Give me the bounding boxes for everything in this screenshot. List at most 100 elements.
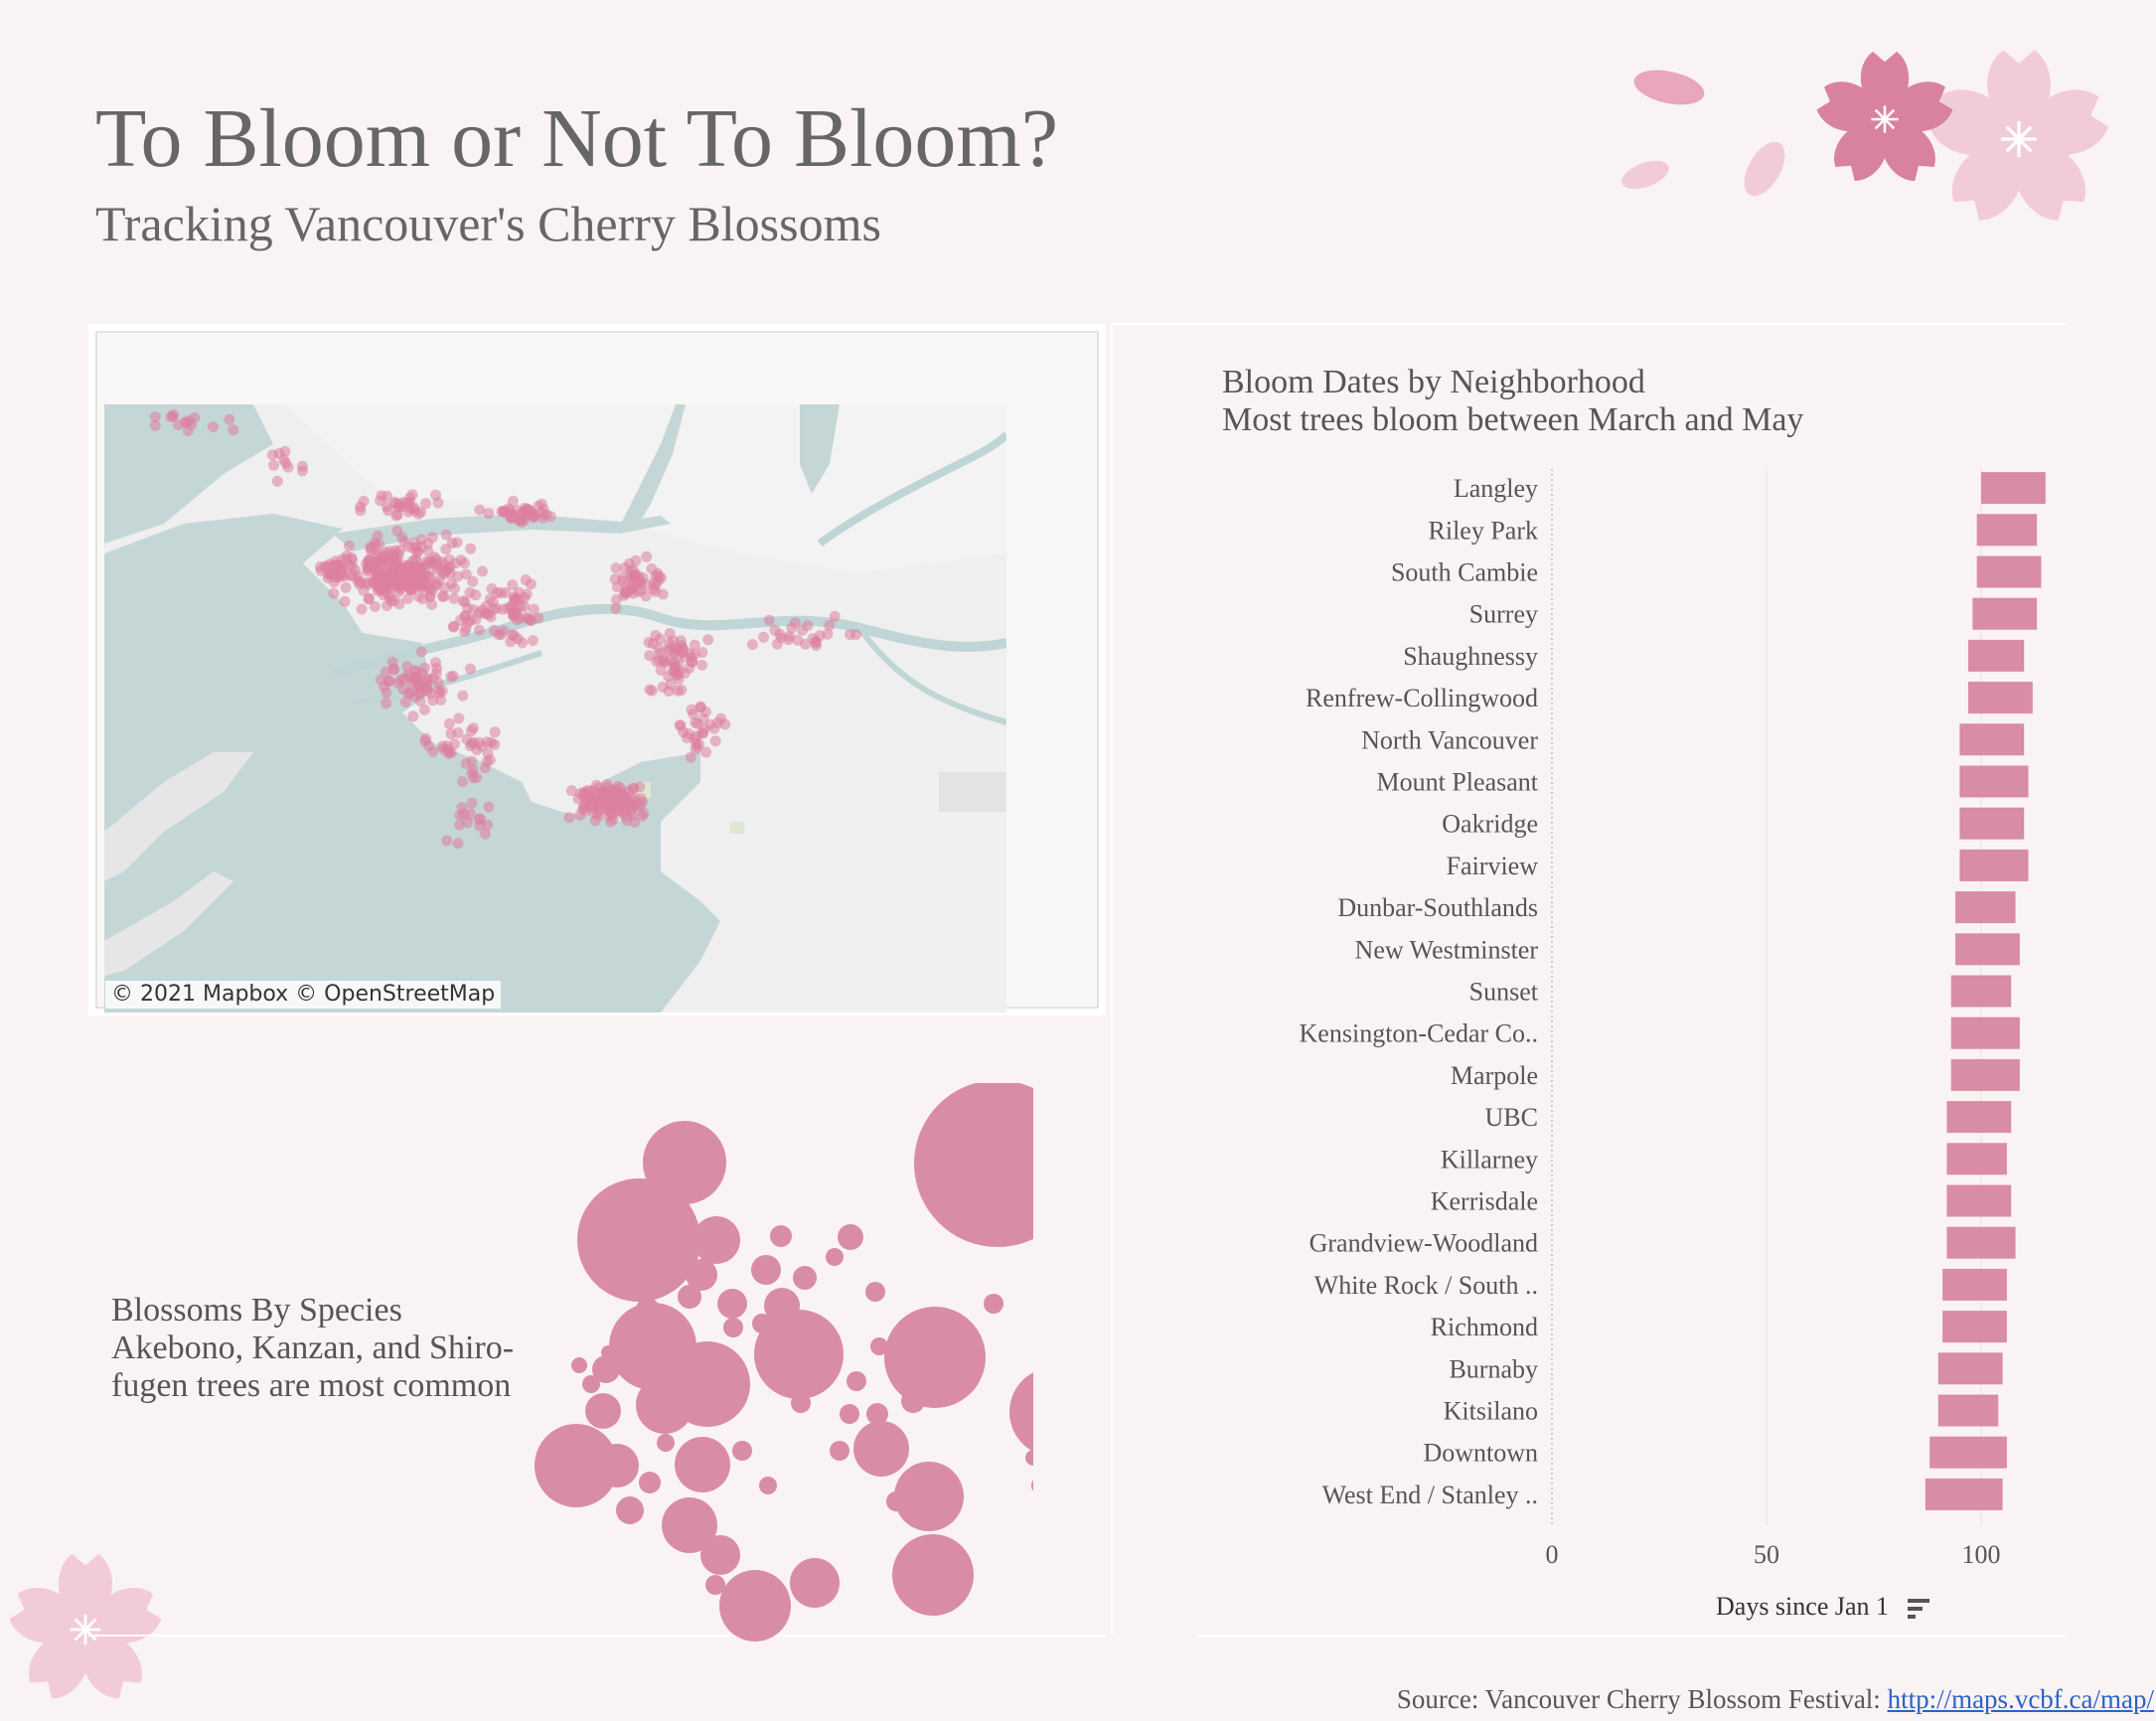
bar[interactable]	[1942, 1268, 2007, 1301]
bar[interactable]	[1959, 849, 2029, 881]
species-bubble[interactable]	[719, 1570, 791, 1642]
tree-point	[669, 648, 681, 660]
bar[interactable]	[1955, 933, 2020, 966]
species-bubble[interactable]	[870, 1337, 888, 1355]
bar[interactable]	[1946, 1226, 2016, 1259]
species-bubble[interactable]	[678, 1285, 701, 1309]
tree-point	[440, 529, 452, 541]
bar[interactable]	[1937, 1394, 1999, 1427]
bar[interactable]	[1959, 807, 2025, 840]
tree-point	[420, 555, 432, 567]
tree-point	[686, 651, 697, 663]
species-bubble[interactable]	[643, 1121, 726, 1204]
species-bubble[interactable]	[616, 1496, 644, 1524]
species-bubble[interactable]	[892, 1534, 974, 1616]
species-bubble[interactable]	[582, 1375, 600, 1393]
tree-point	[355, 576, 367, 588]
species-bubble[interactable]	[888, 1341, 912, 1365]
species-bubble[interactable]	[866, 1403, 888, 1425]
species-bubble[interactable]	[1009, 1367, 1033, 1457]
tree-point	[149, 411, 161, 422]
tree-point	[483, 801, 495, 813]
species-bubble[interactable]	[657, 1434, 675, 1452]
source-link[interactable]: http://maps.vcbf.ca/map/	[1887, 1684, 2154, 1714]
species-bubble[interactable]	[826, 1248, 844, 1266]
bar[interactable]	[1959, 723, 2025, 756]
species-bubble[interactable]	[865, 1282, 885, 1302]
species-bubble[interactable]	[1025, 1450, 1033, 1466]
species-bubble[interactable]	[592, 1355, 620, 1383]
tree-point	[758, 631, 769, 643]
species-bubble[interactable]	[636, 1298, 660, 1322]
species-bubble[interactable]	[853, 1421, 909, 1477]
species-bubble[interactable]	[609, 1303, 696, 1390]
species-bubble[interactable]	[751, 1255, 781, 1285]
vancouver-map[interactable]	[104, 404, 1006, 1013]
bar[interactable]	[1968, 639, 2025, 672]
species-bubble[interactable]	[693, 1216, 740, 1264]
tree-point	[486, 737, 498, 748]
species-bubble[interactable]	[700, 1535, 740, 1575]
species-bubble[interactable]	[571, 1357, 587, 1373]
species-bubble[interactable]	[717, 1289, 747, 1319]
species-bubble[interactable]	[759, 1477, 777, 1494]
bar[interactable]	[1946, 1143, 2007, 1175]
bar[interactable]	[1925, 1478, 2003, 1510]
bar[interactable]	[1950, 975, 2012, 1008]
map-panel[interactable]: © 2021 Mapbox © OpenStreetMap	[88, 324, 1106, 1016]
species-bubble[interactable]	[830, 1441, 849, 1461]
species-bubble[interactable]	[791, 1393, 811, 1413]
bar[interactable]	[1976, 514, 2038, 547]
map-attribution[interactable]: © 2021 Mapbox © OpenStreetMap	[105, 981, 502, 1009]
species-bubble[interactable]	[984, 1294, 1003, 1314]
bar[interactable]	[1950, 1058, 2020, 1091]
species-bubble-chart[interactable]: KanzanAkebono	[517, 1083, 1033, 1649]
species-bubble[interactable]	[886, 1491, 906, 1511]
species-bubble[interactable]	[732, 1441, 752, 1461]
species-bubble[interactable]	[585, 1393, 621, 1429]
species-bubble[interactable]	[686, 1259, 717, 1291]
species-bubble[interactable]	[894, 1462, 964, 1531]
bar[interactable]	[1946, 1184, 2012, 1217]
species-bubble[interactable]	[770, 1225, 792, 1247]
species-bubble[interactable]	[601, 1345, 615, 1359]
bloom-dates-chart[interactable]: Langley Riley Park South Cambie Surrey Shaug…	[1222, 467, 2057, 1590]
species-bubble[interactable]	[790, 1558, 840, 1608]
species-bubble[interactable]	[793, 1266, 817, 1290]
bar[interactable]	[1955, 891, 2016, 924]
species-bubble[interactable]	[636, 1376, 693, 1434]
species-bubble[interactable]	[662, 1497, 717, 1553]
species-bubble[interactable]	[914, 1083, 1033, 1247]
species-bubble[interactable]	[1031, 1477, 1033, 1494]
bar[interactable]	[1946, 1101, 2012, 1134]
bar[interactable]	[1959, 765, 2029, 798]
species-bubble[interactable]	[764, 1288, 800, 1324]
bar[interactable]	[1968, 682, 2033, 714]
species-bubble[interactable]	[884, 1307, 986, 1408]
bar[interactable]	[1981, 472, 2046, 505]
bar[interactable]	[1937, 1352, 2003, 1385]
map-viewport[interactable]: © 2021 Mapbox © OpenStreetMap	[95, 331, 1099, 1013]
species-bubble[interactable]	[577, 1178, 700, 1302]
tree-point	[482, 819, 494, 831]
bar[interactable]	[1976, 555, 2042, 588]
bar[interactable]	[1929, 1436, 2007, 1469]
species-bubble[interactable]	[847, 1371, 866, 1391]
species-bubble[interactable]	[754, 1310, 844, 1399]
sort-icon[interactable]	[1906, 1596, 1931, 1622]
species-bubble[interactable]	[705, 1575, 725, 1595]
species-bubble[interactable]	[901, 1389, 925, 1413]
tree-point	[513, 595, 525, 607]
species-bubble[interactable]	[535, 1424, 618, 1507]
species-bubble[interactable]	[728, 1368, 748, 1388]
bar[interactable]	[1972, 597, 2038, 630]
species-bubble[interactable]	[838, 1224, 863, 1250]
species-bubble[interactable]	[752, 1314, 772, 1333]
species-bubble[interactable]	[639, 1472, 661, 1493]
species-bubble[interactable]	[840, 1404, 859, 1424]
bar[interactable]	[1950, 1017, 2020, 1049]
species-bubble[interactable]	[723, 1318, 743, 1337]
tree-point	[415, 506, 427, 518]
species-bubble[interactable]	[675, 1437, 730, 1492]
bar[interactable]	[1942, 1311, 2007, 1343]
